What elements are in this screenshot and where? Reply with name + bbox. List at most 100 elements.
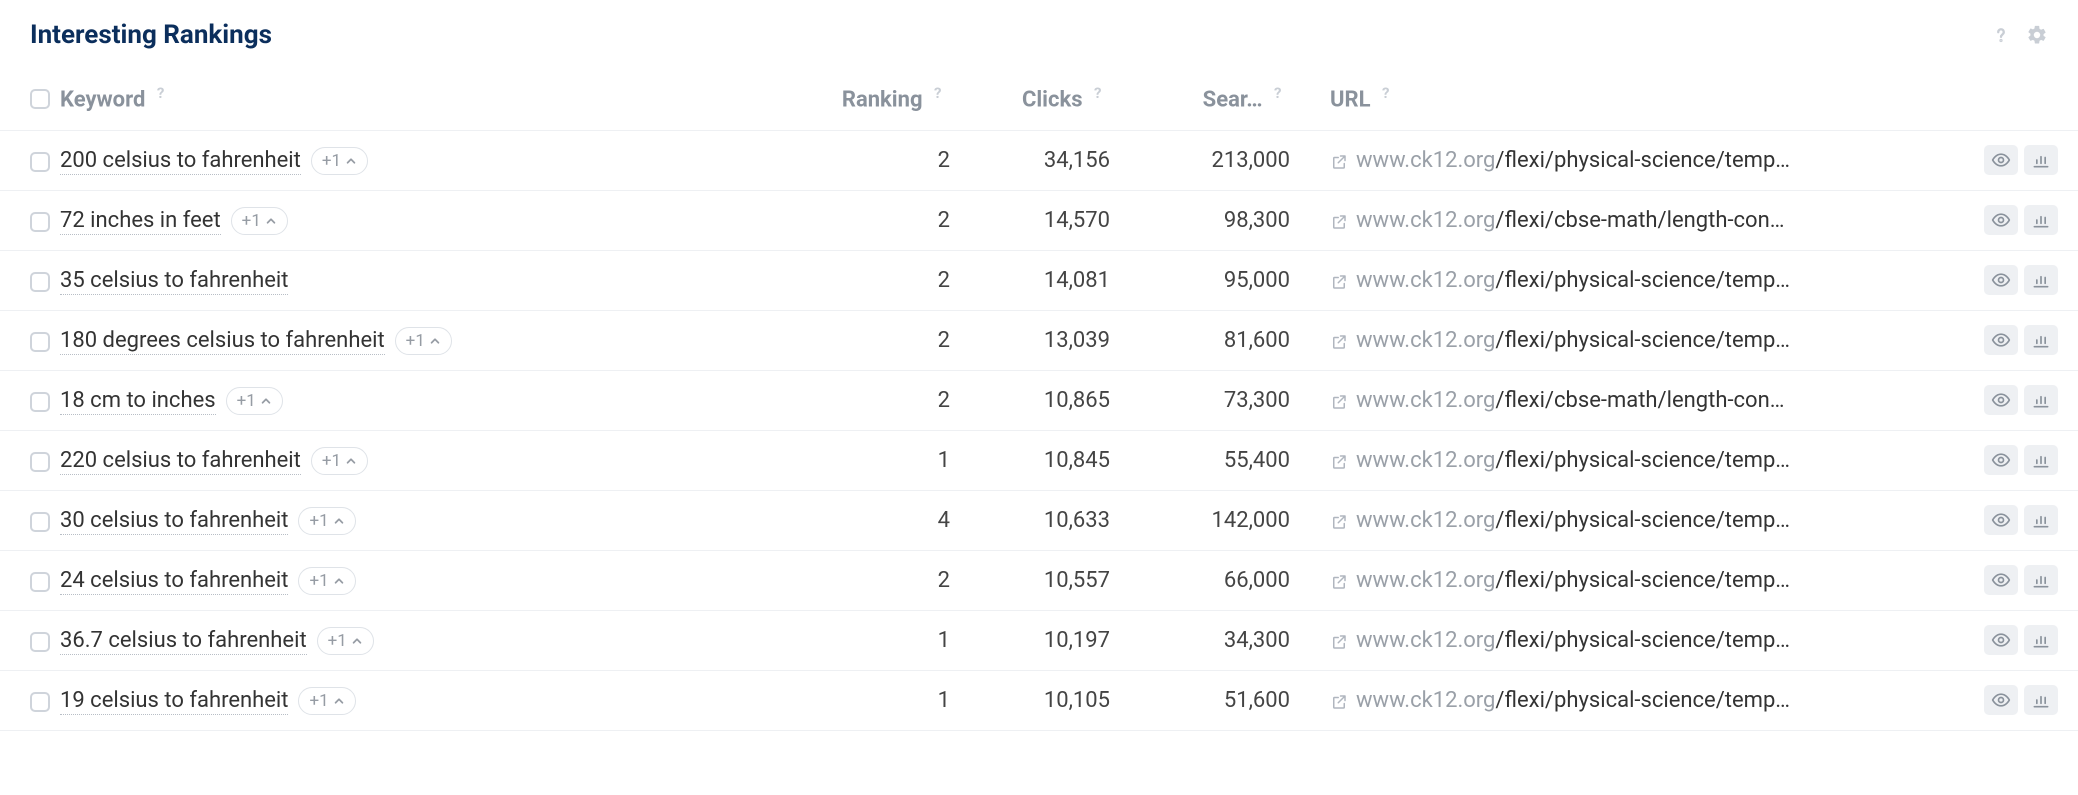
select-all-checkbox[interactable] — [30, 89, 50, 109]
row-checkbox[interactable] — [30, 272, 50, 292]
external-link-icon[interactable] — [1330, 213, 1348, 231]
url-path[interactable]: /flexi/physical-science/temp… — [1495, 148, 1790, 173]
ranking-change-badge[interactable]: +1 — [298, 567, 355, 595]
chart-button[interactable] — [2024, 145, 2058, 175]
col-keyword[interactable]: Keyword ? — [60, 70, 800, 131]
ranking-change-badge[interactable]: +1 — [231, 207, 288, 235]
view-button[interactable] — [1984, 445, 2018, 475]
view-button[interactable] — [1984, 685, 2018, 715]
url-path[interactable]: /flexi/physical-science/temp… — [1495, 508, 1790, 533]
keyword-link[interactable]: 18 cm to inches — [60, 388, 216, 415]
row-checkbox-cell — [0, 431, 60, 491]
view-button[interactable] — [1984, 565, 2018, 595]
url-domain[interactable]: www.ck12.org — [1356, 628, 1495, 653]
keyword-link[interactable]: 19 celsius to fahrenheit — [60, 688, 288, 715]
url-domain[interactable]: www.ck12.org — [1356, 568, 1495, 593]
view-button[interactable] — [1984, 265, 2018, 295]
row-checkbox[interactable] — [30, 512, 50, 532]
chart-button[interactable] — [2024, 265, 2058, 295]
url-domain[interactable]: www.ck12.org — [1356, 208, 1495, 233]
badge-value: +1 — [237, 391, 256, 411]
col-clicks-label: Clicks — [1022, 87, 1083, 112]
external-link-icon[interactable] — [1330, 513, 1348, 531]
help-icon[interactable]: ? — [1094, 84, 1110, 100]
external-link-icon[interactable] — [1330, 393, 1348, 411]
keyword-link[interactable]: 36.7 celsius to fahrenheit — [60, 628, 307, 655]
row-checkbox[interactable] — [30, 212, 50, 232]
view-button[interactable] — [1984, 505, 2018, 535]
row-checkbox[interactable] — [30, 392, 50, 412]
url-domain[interactable]: www.ck12.org — [1356, 148, 1495, 173]
url-path[interactable]: /flexi/cbse-math/length-con… — [1495, 388, 1784, 413]
chart-button[interactable] — [2024, 445, 2058, 475]
row-checkbox[interactable] — [30, 692, 50, 712]
row-checkbox[interactable] — [30, 332, 50, 352]
ranking-change-badge[interactable]: +1 — [317, 627, 374, 655]
row-checkbox[interactable] — [30, 152, 50, 172]
external-link-icon[interactable] — [1330, 153, 1348, 171]
actions-cell — [1968, 611, 2078, 671]
chart-button[interactable] — [2024, 325, 2058, 355]
help-icon[interactable] — [1990, 24, 2012, 46]
url-path[interactable]: /flexi/physical-science/temp… — [1495, 688, 1790, 713]
chart-button[interactable] — [2024, 205, 2058, 235]
keyword-link[interactable]: 35 celsius to fahrenheit — [60, 268, 288, 295]
external-link-icon[interactable] — [1330, 273, 1348, 291]
view-button[interactable] — [1984, 145, 2018, 175]
ranking-change-badge[interactable]: +1 — [395, 327, 452, 355]
url-domain[interactable]: www.ck12.org — [1356, 328, 1495, 353]
row-checkbox[interactable] — [30, 572, 50, 592]
help-icon[interactable]: ? — [1382, 84, 1398, 100]
view-button[interactable] — [1984, 625, 2018, 655]
row-checkbox[interactable] — [30, 632, 50, 652]
view-button[interactable] — [1984, 385, 2018, 415]
ranking-change-badge[interactable]: +1 — [311, 447, 368, 475]
gear-icon[interactable] — [2026, 24, 2048, 46]
help-icon[interactable]: ? — [934, 84, 950, 100]
chart-button[interactable] — [2024, 685, 2058, 715]
url-path[interactable]: /flexi/physical-science/temp… — [1495, 448, 1790, 473]
row-checkbox[interactable] — [30, 452, 50, 472]
view-button[interactable] — [1984, 205, 2018, 235]
keyword-link[interactable]: 180 degrees celsius to fahrenheit — [60, 328, 385, 355]
url-domain[interactable]: www.ck12.org — [1356, 508, 1495, 533]
chart-button[interactable] — [2024, 565, 2058, 595]
chart-button[interactable] — [2024, 385, 2058, 415]
chart-button[interactable] — [2024, 625, 2058, 655]
keyword-link[interactable]: 200 celsius to fahrenheit — [60, 148, 301, 175]
external-link-icon[interactable] — [1330, 693, 1348, 711]
rankings-table: Keyword ? Ranking ? Clicks ? Sear… ? URL — [0, 70, 2078, 731]
url-path[interactable]: /flexi/physical-science/temp… — [1495, 568, 1790, 593]
help-icon[interactable]: ? — [1274, 84, 1290, 100]
url-domain[interactable]: www.ck12.org — [1356, 388, 1495, 413]
external-link-icon[interactable] — [1330, 333, 1348, 351]
ranking-change-badge[interactable]: +1 — [298, 687, 355, 715]
view-button[interactable] — [1984, 325, 2018, 355]
col-ranking[interactable]: Ranking ? — [800, 70, 960, 131]
row-checkbox-cell — [0, 191, 60, 251]
col-clicks[interactable]: Clicks ? — [960, 70, 1120, 131]
url-domain[interactable]: www.ck12.org — [1356, 448, 1495, 473]
external-link-icon[interactable] — [1330, 633, 1348, 651]
chevron-up-icon — [429, 335, 441, 347]
keyword-link[interactable]: 72 inches in feet — [60, 208, 221, 235]
url-path[interactable]: /flexi/cbse-math/length-con… — [1495, 208, 1784, 233]
external-link-icon[interactable] — [1330, 453, 1348, 471]
ranking-change-badge[interactable]: +1 — [311, 147, 368, 175]
ranking-cell: 2 — [800, 131, 960, 191]
chart-button[interactable] — [2024, 505, 2058, 535]
keyword-link[interactable]: 220 celsius to fahrenheit — [60, 448, 301, 475]
url-path[interactable]: /flexi/physical-science/temp… — [1495, 328, 1790, 353]
url-path[interactable]: /flexi/physical-science/temp… — [1495, 268, 1790, 293]
col-search[interactable]: Sear… ? — [1120, 70, 1300, 131]
external-link-icon[interactable] — [1330, 573, 1348, 591]
keyword-link[interactable]: 24 celsius to fahrenheit — [60, 568, 288, 595]
url-path[interactable]: /flexi/physical-science/temp… — [1495, 628, 1790, 653]
ranking-change-badge[interactable]: +1 — [226, 387, 283, 415]
url-domain[interactable]: www.ck12.org — [1356, 268, 1495, 293]
help-icon[interactable]: ? — [157, 84, 173, 100]
url-domain[interactable]: www.ck12.org — [1356, 688, 1495, 713]
keyword-link[interactable]: 30 celsius to fahrenheit — [60, 508, 288, 535]
col-url[interactable]: URL ? — [1300, 70, 1968, 131]
ranking-change-badge[interactable]: +1 — [298, 507, 355, 535]
